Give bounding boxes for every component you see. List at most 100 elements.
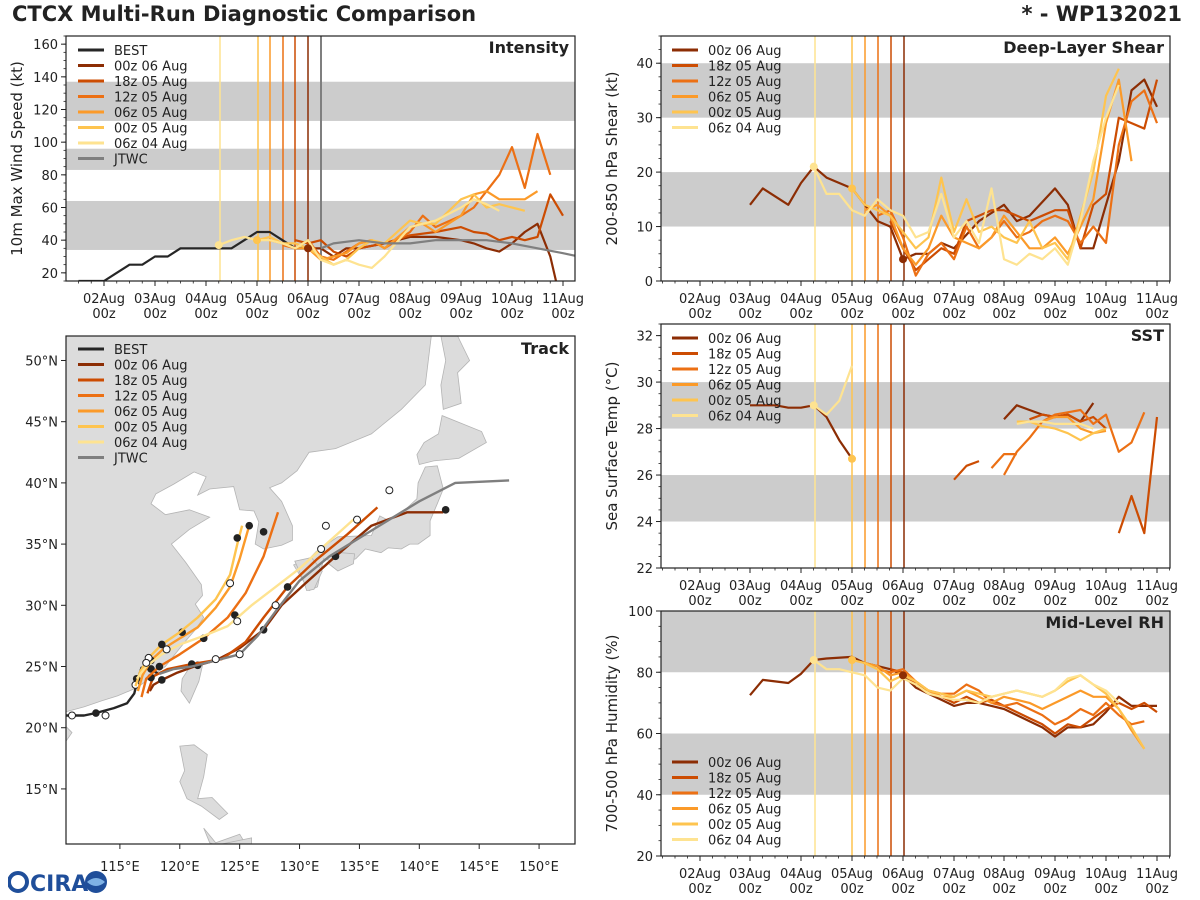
intensity-xtick-label: 10Aug bbox=[491, 292, 533, 307]
intensity-marker-06z-04-aug bbox=[214, 241, 223, 250]
shear-legend-label-06z-04-aug: 06z 04 Aug bbox=[708, 122, 782, 137]
intensity-series-06z-04-aug-6 bbox=[218, 198, 500, 269]
track-ytick-label: 30°N bbox=[25, 599, 58, 614]
track-point-18z-05-aug bbox=[283, 583, 292, 591]
track-panel-title: Track bbox=[521, 339, 569, 358]
intensity-series-jtwc-7 bbox=[320, 239, 575, 257]
chart-rh: 2040608010002Aug00z03Aug00z04Aug00z05Aug… bbox=[603, 605, 1178, 897]
rh-xtick-label: 04Aug bbox=[780, 867, 822, 882]
shear-xtick-label: 10Aug bbox=[1085, 292, 1127, 307]
intensity-xtick-label: 04Aug bbox=[185, 292, 227, 307]
rh-xtick-sublabel: 00z bbox=[1043, 882, 1067, 897]
intensity-xtick-label: 03Aug bbox=[134, 292, 176, 307]
storm-id: * - WP132021 bbox=[1021, 2, 1182, 26]
intensity-series-18z-05-aug-2 bbox=[295, 193, 564, 258]
shear-xtick-sublabel: 00z bbox=[688, 307, 712, 322]
track-point-12z-05-aug bbox=[155, 662, 164, 671]
shear-xtick-label: 05Aug bbox=[831, 292, 873, 307]
land-sakhalin bbox=[440, 336, 471, 410]
shear-ytick-label: 10 bbox=[636, 221, 653, 236]
sst-series-18z-05-aug-4 bbox=[1117, 416, 1159, 535]
sst-xtick-sublabel: 00z bbox=[992, 594, 1016, 609]
shear-xtick-sublabel: 00z bbox=[1094, 307, 1118, 322]
rh-xtick-sublabel: 00z bbox=[942, 882, 966, 897]
rh-xtick-sublabel: 00z bbox=[789, 882, 813, 897]
sst-xtick-label: 05Aug bbox=[831, 579, 873, 594]
shear-ytick-label: 0 bbox=[645, 275, 653, 290]
intensity-xtick-sublabel: 00z bbox=[296, 307, 320, 322]
shear-xtick-label: 08Aug bbox=[983, 292, 1025, 307]
sst-series-12z-05-aug-6 bbox=[1003, 408, 1146, 476]
shear-xtick-label: 07Aug bbox=[933, 292, 975, 307]
track-point-open-jtwc bbox=[353, 515, 362, 524]
intensity-legend-label-jtwc: JTWC bbox=[113, 153, 148, 168]
rh-xtick-sublabel: 00z bbox=[840, 882, 864, 897]
track-point-open-jtwc bbox=[321, 521, 330, 530]
track-frame bbox=[65, 335, 576, 845]
sst-marker-00z-05-aug bbox=[848, 454, 856, 463]
intensity-ytick-label: 140 bbox=[33, 71, 58, 86]
track-point-12z-05-aug bbox=[259, 528, 268, 536]
shear-ytick-label: 30 bbox=[636, 112, 653, 127]
rh-xtick-sublabel: 00z bbox=[688, 882, 712, 897]
shear-legend-label-12z-05-aug: 12z 05 Aug bbox=[708, 75, 782, 90]
sst-legend-label-00z-06-aug: 00z 06 Aug bbox=[708, 332, 782, 347]
intensity-xtick-sublabel: 00z bbox=[551, 307, 575, 322]
track-xtick-label: 115°E bbox=[100, 860, 140, 875]
track-point-open-06z-04-aug bbox=[162, 645, 171, 654]
intensity-legend-label-06z-05-aug: 06z 05 Aug bbox=[114, 106, 188, 121]
track-legend-label-18z-05-aug: 18z 05 Aug bbox=[114, 374, 188, 389]
track-ytick-label: 50°N bbox=[25, 354, 58, 369]
shear-legend-label-00z-05-aug: 00z 05 Aug bbox=[708, 106, 782, 121]
sst-xtick-label: 07Aug bbox=[933, 579, 975, 594]
sst-xtick-sublabel: 00z bbox=[738, 594, 762, 609]
intensity-legend-label-00z-06-aug: 00z 06 Aug bbox=[114, 60, 188, 75]
intensity-marker-00z-06-aug bbox=[304, 244, 312, 253]
cira-logo-ring bbox=[7, 871, 29, 893]
chart-intensity: 2040608010012014016002Aug00z03Aug00z04Au… bbox=[8, 35, 584, 322]
chart-track: 115°E 120°E 125°E 130°E 135°E 140°E 145°E 150°E… bbox=[25, 335, 576, 875]
sst-xtick-sublabel: 00z bbox=[789, 594, 813, 609]
track-line-06z-05-aug bbox=[136, 525, 251, 692]
intensity-xtick-label: 08Aug bbox=[389, 292, 431, 307]
intensity-ytick-label: 80 bbox=[41, 169, 58, 184]
shear-series-12z-05-aug-2 bbox=[877, 89, 1159, 277]
shear-legend-label-00z-06-aug: 00z 06 Aug bbox=[708, 44, 782, 59]
rh-series-06z-04-aug-5 bbox=[813, 659, 1120, 705]
track-line-jtwc bbox=[159, 479, 510, 676]
intensity-legend-label-00z-05-aug: 00z 05 Aug bbox=[114, 122, 188, 137]
sst-series-12z-05-aug-5 bbox=[990, 453, 1017, 469]
track-point-open-06z-04-aug bbox=[233, 617, 242, 626]
shear-xtick-label: 03Aug bbox=[729, 292, 771, 307]
shear-ylabel: 200-850 hPa Shear (kt) bbox=[603, 72, 621, 246]
intensity-xtick-label: 02Aug bbox=[83, 292, 125, 307]
intensity-legend-label-18z-05-aug: 18z 05 Aug bbox=[114, 75, 188, 90]
track-point-06z-05-aug bbox=[245, 521, 254, 530]
shear-xtick-sublabel: 00z bbox=[942, 307, 966, 322]
sst-xtick-label: 06Aug bbox=[882, 579, 924, 594]
shear-panel-title: Deep-Layer Shear bbox=[1003, 38, 1164, 57]
sst-xtick-sublabel: 00z bbox=[688, 594, 712, 609]
rh-ytick-label: 20 bbox=[636, 850, 653, 865]
track-ytick-label: 45°N bbox=[25, 416, 58, 431]
track-point-00z-06-aug bbox=[158, 676, 166, 684]
intensity-legend-label-06z-04-aug: 06z 04 Aug bbox=[114, 137, 188, 152]
track-legend-label-06z-04-aug: 06z 04 Aug bbox=[114, 436, 188, 451]
shear-series-00z-06-aug-0 bbox=[749, 78, 1158, 261]
track-point-open-00z-05-aug bbox=[226, 579, 235, 588]
track-point-00z-05-aug bbox=[158, 640, 166, 649]
sst-legend-label-12z-05-aug: 12z 05 Aug bbox=[708, 363, 782, 378]
intensity-xtick-sublabel: 00z bbox=[92, 307, 116, 322]
intensity-ytick-label: 20 bbox=[41, 267, 58, 282]
track-ytick-label: 20°N bbox=[25, 722, 58, 737]
shear-xtick-sublabel: 00z bbox=[992, 307, 1016, 322]
intensity-xtick-sublabel: 00z bbox=[500, 307, 524, 322]
rh-legend-label-06z-04-aug: 06z 04 Aug bbox=[708, 834, 782, 849]
rh-ytick-label: 100 bbox=[628, 605, 653, 620]
track-point-open-jtwc bbox=[271, 601, 280, 610]
sst-legend-label-06z-04-aug: 06z 04 Aug bbox=[708, 410, 782, 425]
intensity-xtick-label: 06Aug bbox=[287, 292, 329, 307]
shear-series-00z-05-aug-4 bbox=[851, 68, 1120, 261]
